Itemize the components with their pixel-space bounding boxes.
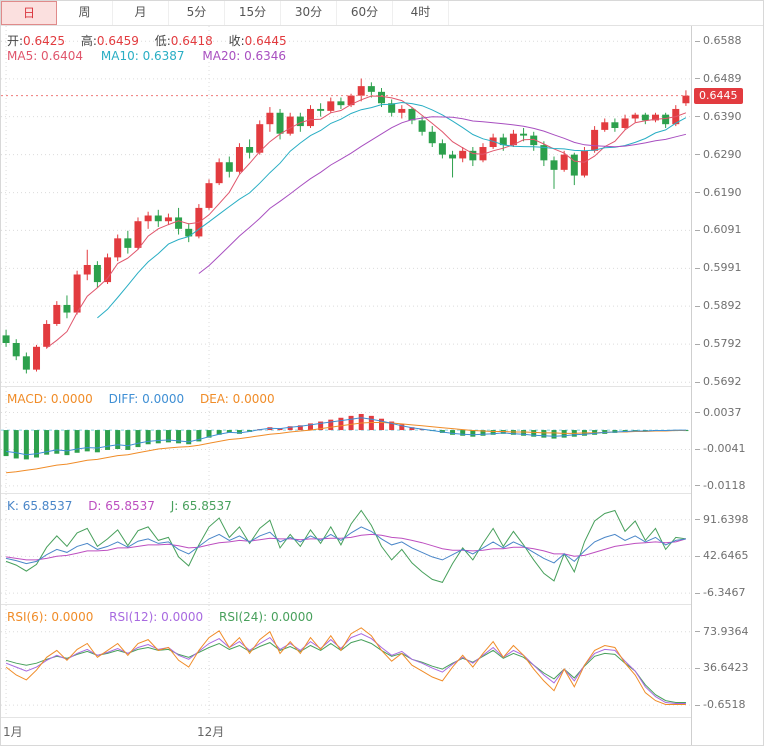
y-axis-label: -0.0118 [695,479,745,492]
ma10-line [97,101,687,319]
timeframe-tab-30分[interactable]: 30分 [281,1,337,25]
p-macd-canvas[interactable] [1,387,691,493]
y-axis-label: 0.0037 [695,406,742,419]
x-axis-label: 12月 [197,725,225,739]
y-axis-label: 0.6091 [695,223,742,236]
p-main-canvas[interactable] [1,26,691,386]
y-axis-label: 0.6390 [695,110,742,123]
timeframe-tab-4时[interactable]: 4时 [393,1,449,25]
y-axis-label: 42.6465 [695,549,749,562]
x-axis-label: 1月 [3,725,23,739]
y-axis-label: 36.6423 [695,661,749,674]
y-axis-label: 0.5692 [695,375,742,388]
timeframe-toolbar: 日周月 5分 15分 30分 60分 4时 [1,1,763,26]
y-axis-label: 0.5892 [695,299,742,312]
p-rsi-canvas[interactable] [1,605,691,717]
macd-panel[interactable]: MACD: 0.0000 DIFF: 0.0000 DEA: 0.0000 [1,386,691,493]
kdj-panel[interactable]: K: 65.8537 D: 65.8537 J: 65.8537 [1,493,691,604]
y-axis-label: 0.5792 [695,337,742,350]
y-axis-label: 0.6489 [695,72,742,85]
y-axis-label: -6.3467 [695,586,745,599]
p-kdj-canvas[interactable] [1,494,691,604]
y-axis-label: 0.6588 [695,34,742,47]
x-axis: 1月 12月 [1,717,691,745]
timeframe-tab-5分[interactable]: 5分 [169,1,225,25]
timeframe-tab-60分[interactable]: 60分 [337,1,393,25]
y-axis-label: 0.6290 [695,148,742,161]
y-axis-label: 73.9364 [695,625,749,638]
price-axis: 0.6445 0.6588 0.6489 0.6390 0.6290 0.6190 0.6… [691,26,763,745]
y-axis-label: -0.0041 [695,442,745,455]
timeframe-tab-月[interactable]: 月 [113,1,169,25]
y-axis-label: 91.6398 [695,513,749,526]
timeframe-tab-15分[interactable]: 15分 [225,1,281,25]
y-axis-label: 0.6190 [695,186,742,199]
ma5-line [46,95,687,349]
current-price-badge: 0.6445 [694,87,743,104]
ma20-line [198,116,687,274]
macd-histogram [3,413,689,460]
main-price-panel[interactable]: 开:0.6425 高:0.6459 低:0.6418 收:0.6445 MA5:… [1,26,691,386]
y-axis-label: -0.6518 [695,698,745,711]
timeframe-tab-日[interactable]: 日 [1,1,57,25]
candles-group [2,78,690,374]
rsi-panel[interactable]: RSI(6): 0.0000 RSI(12): 0.0000 RSI(24): … [1,604,691,717]
timeframe-tab-周[interactable]: 周 [57,1,113,25]
chart-area: 开:0.6425 高:0.6459 低:0.6418 收:0.6445 MA5:… [1,26,691,745]
y-axis-label: 0.5991 [695,261,742,274]
